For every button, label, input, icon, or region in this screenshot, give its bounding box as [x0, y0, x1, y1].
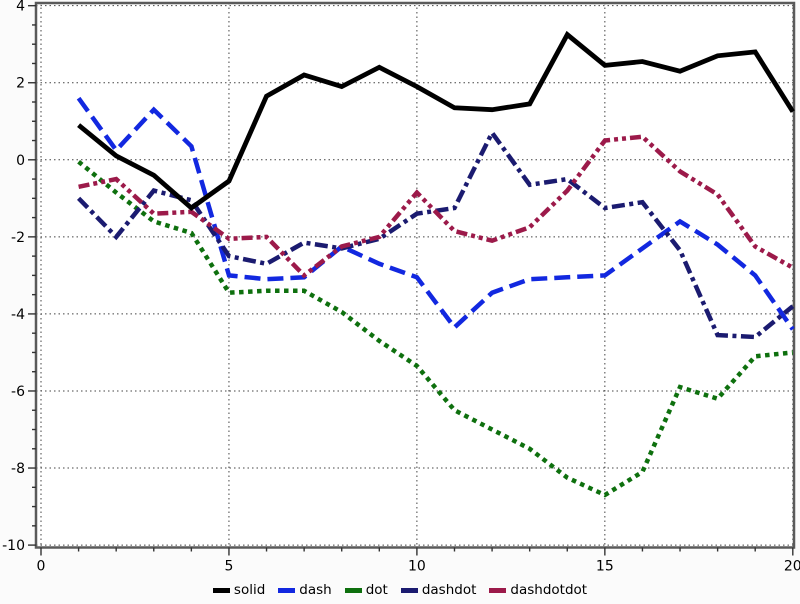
series-dot-line — [77, 159, 794, 498]
legend-swatch-dot — [344, 587, 362, 593]
y-tick-label: -10 — [2, 538, 25, 554]
y-tick-label: 2 — [16, 76, 25, 92]
legend-item-dashdotdot: dashdotdot — [489, 582, 587, 598]
legend-label-dashdotdot: dashdotdot — [510, 582, 588, 598]
legend-item-solid: solid — [212, 582, 266, 598]
y-tick-label: 4 — [16, 0, 25, 15]
legend-swatch-dash — [278, 587, 296, 593]
series-solid-line — [77, 30, 795, 212]
x-tick-label: 0 — [37, 559, 46, 575]
legend-label-dot: dot — [365, 582, 388, 598]
x-tick-label: 5 — [224, 559, 233, 575]
legend-label-dash: dash — [299, 582, 332, 598]
y-tick-label: -2 — [11, 230, 25, 246]
x-tick-label: 10 — [408, 559, 426, 575]
legend-label-solid: solid — [233, 582, 266, 598]
axis-ticks — [28, 4, 794, 556]
x-tick-label: 15 — [596, 559, 614, 575]
legend-swatch-solid — [212, 587, 230, 593]
y-tick-label: -6 — [11, 384, 25, 400]
legend-label-dashdot: dashdot — [421, 582, 477, 598]
y-tick-label: -8 — [11, 461, 25, 477]
legend-swatch-dashdotdot — [489, 587, 507, 593]
series-dashdotdot-line — [78, 134, 794, 279]
legend-swatch-dashdot — [400, 587, 418, 593]
chart-legend: solid dash dot dashdot dashdotdot — [0, 580, 800, 600]
legend-item-dot: dot — [344, 582, 388, 598]
legend-item-dashdot: dashdot — [400, 582, 477, 598]
y-tick-label: -4 — [11, 307, 25, 323]
series-dash-line — [76, 96, 795, 331]
y-tick-label: 0 — [16, 153, 25, 169]
legend-item-dash: dash — [278, 582, 332, 598]
x-tick-label: 20 — [784, 559, 800, 575]
